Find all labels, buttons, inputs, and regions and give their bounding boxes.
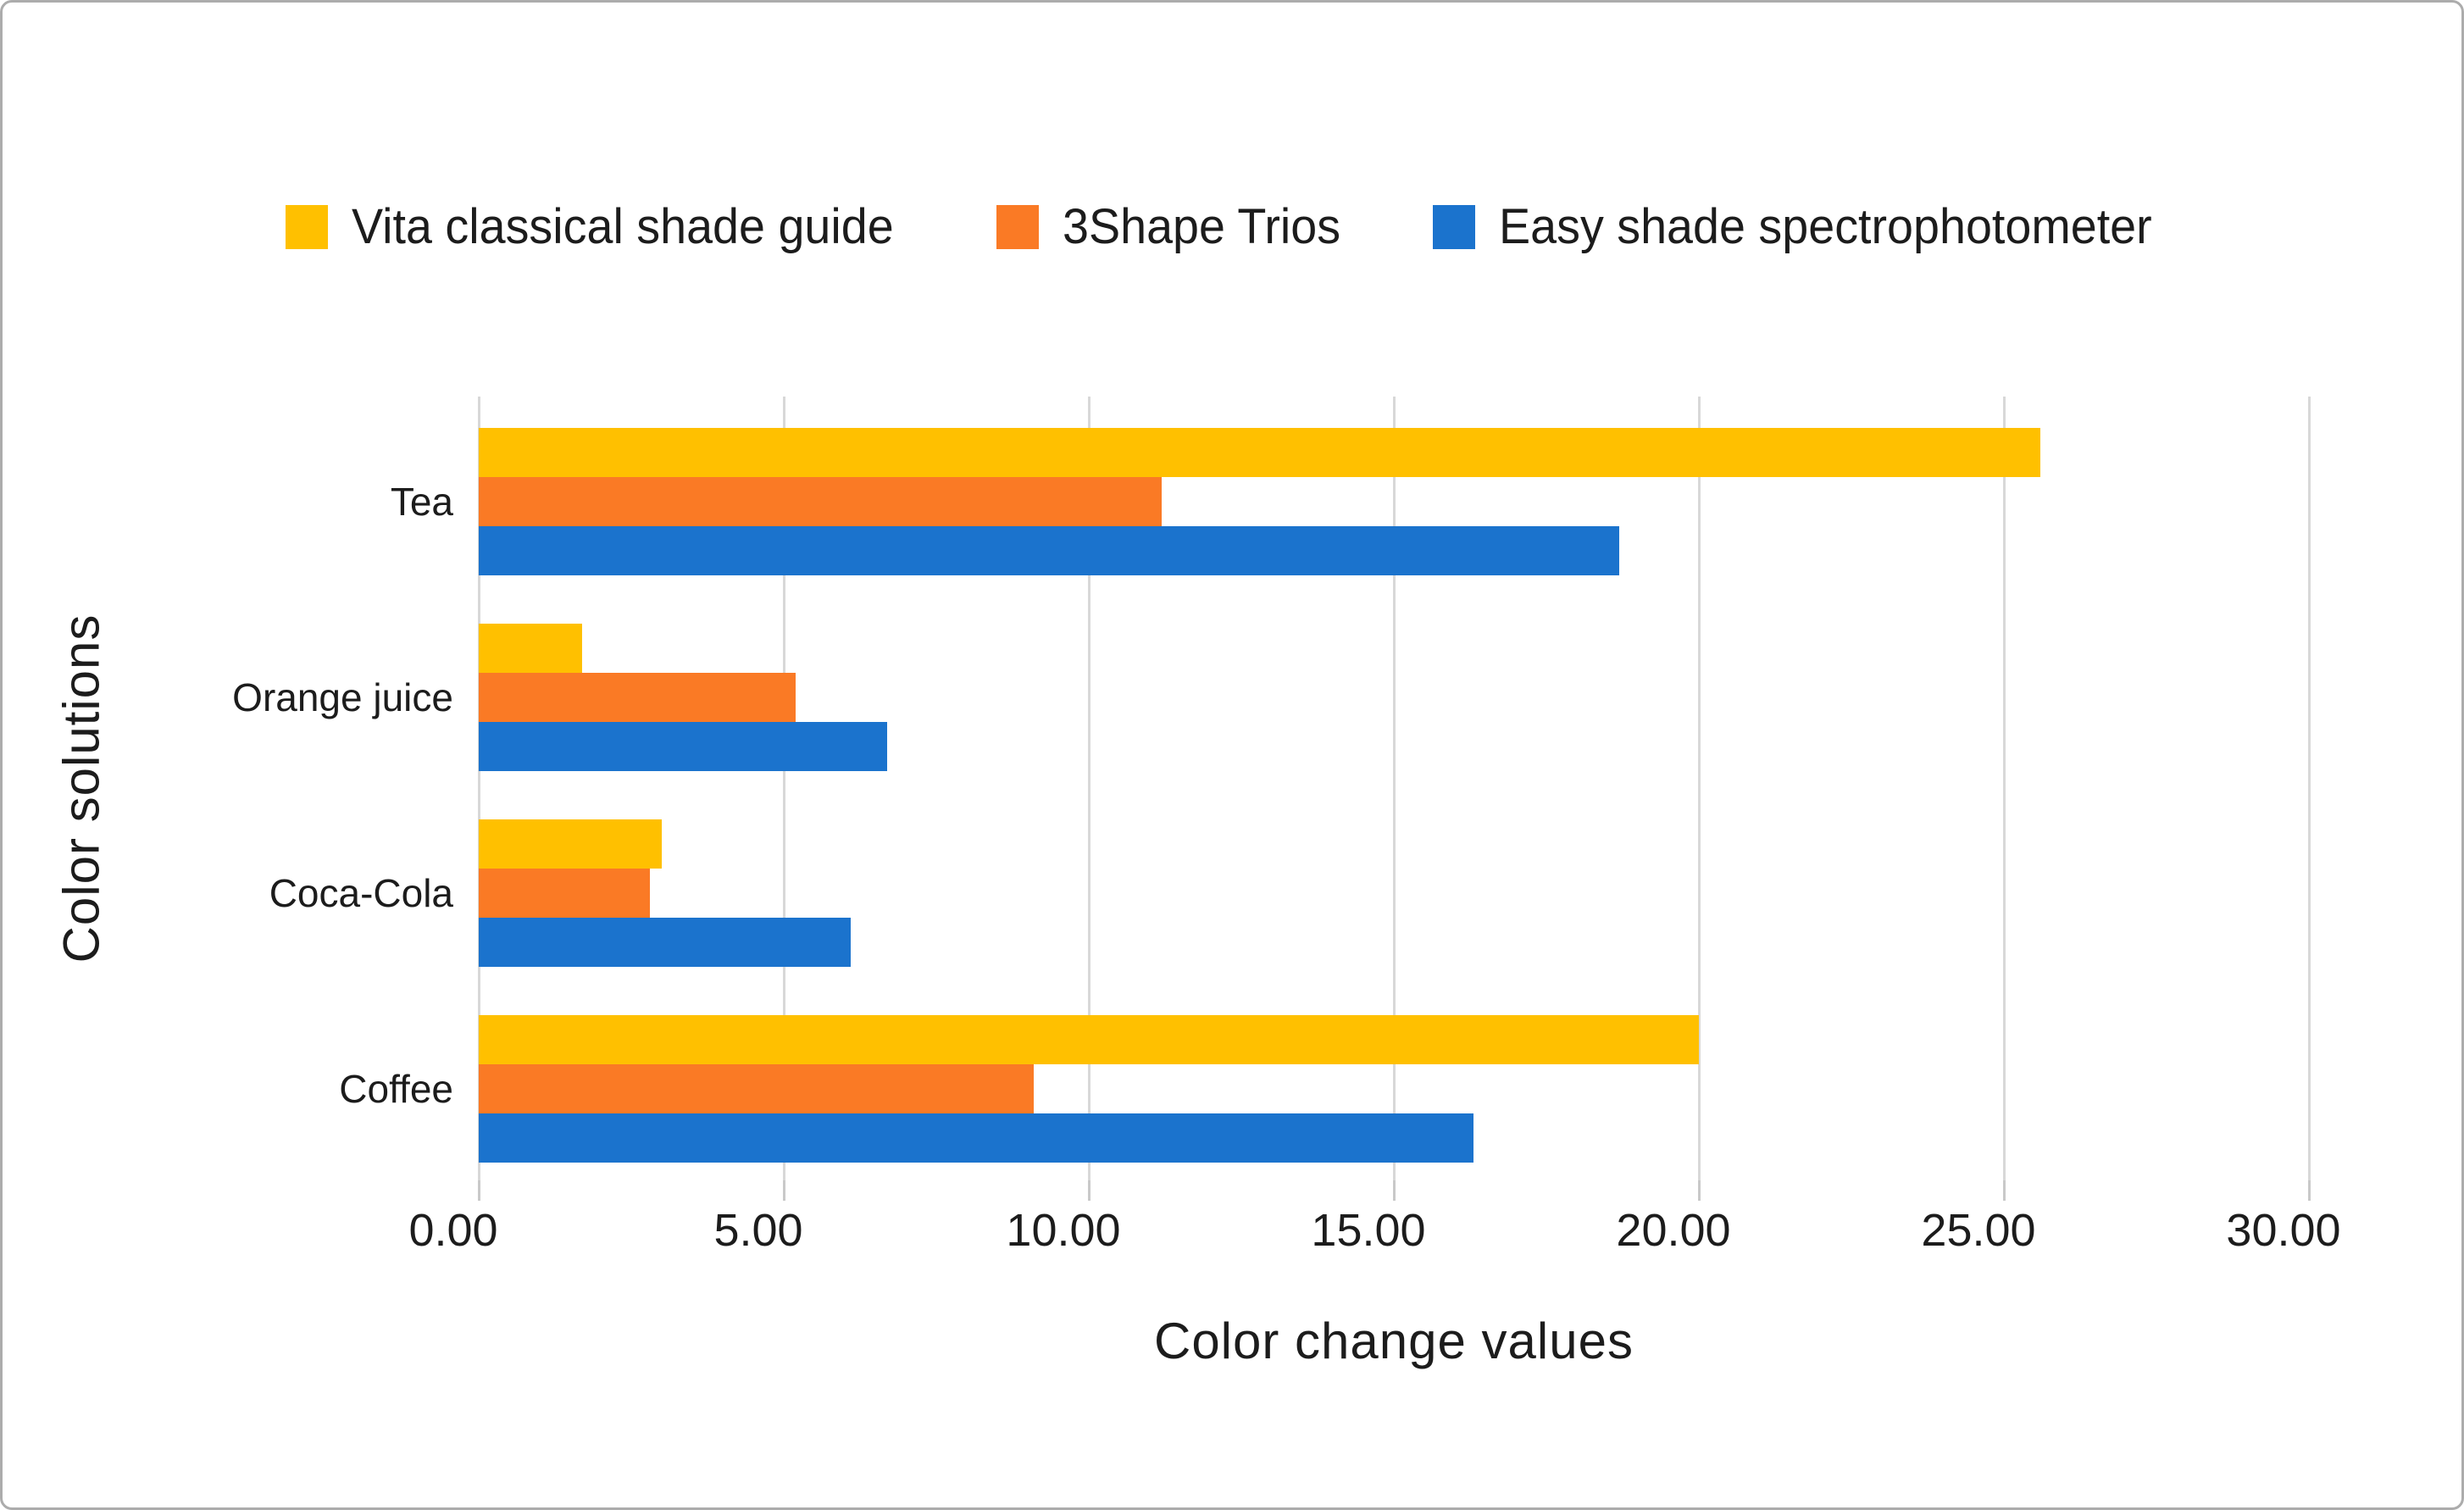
legend-item-easy-shade-spectrophotometer: Easy shade spectrophotometer — [1432, 199, 2179, 254]
axis-tick — [1392, 1180, 1396, 1201]
axis-tick — [2307, 1180, 2311, 1201]
bar-coca-cola-easy-shade-spectrophotometer — [479, 918, 852, 968]
axis-tick — [477, 1180, 480, 1201]
category-label-coffee: Coffee — [339, 1067, 453, 1112]
axis-tick — [1087, 1180, 1090, 1201]
axis-tick — [1697, 1180, 1701, 1201]
gridline — [1697, 397, 1701, 1180]
bar-coca-cola-vita-classical-shade-guide — [479, 819, 662, 869]
gridline — [2002, 397, 2006, 1180]
bar-tea-3shape-trios — [479, 476, 1163, 526]
gridline — [2307, 397, 2311, 1180]
axis-tick — [782, 1180, 785, 1201]
x-tick-label: 15.00 — [1311, 1205, 1426, 1256]
x-tick-label: 30.00 — [2226, 1205, 2341, 1256]
legend-label: 3Shape Trios — [1062, 199, 1341, 254]
legend-swatch-icon — [1432, 205, 1475, 249]
category-label-tea: Tea — [390, 479, 453, 524]
y-axis-title-container: Color solutions — [26, 397, 136, 1180]
x-tick-label: 20.00 — [1616, 1205, 1731, 1256]
gridline — [477, 397, 480, 1180]
legend-swatch-icon — [285, 205, 328, 249]
legend-swatch-icon — [996, 205, 1039, 249]
bar-coffee-easy-shade-spectrophotometer — [479, 1113, 1473, 1163]
x-axis-title: Color change values — [1153, 1313, 1634, 1369]
bar-tea-vita-classical-shade-guide — [479, 427, 2041, 477]
legend-item-3shape-trios: 3Shape Trios — [996, 203, 1352, 252]
legend-label: Easy shade spectrophotometer — [1498, 199, 2152, 254]
chart-legend: Vita classical shade guide 3Shape Trios Ea… — [3, 180, 2461, 274]
bar-coca-cola-3shape-trios — [479, 869, 650, 919]
category-label-coca-cola: Coca-Cola — [269, 871, 453, 916]
gridline — [782, 397, 785, 1180]
bar-orange-juice-easy-shade-spectrophotometer — [479, 721, 888, 771]
legend-label: Vita classical shade guide — [351, 199, 894, 254]
bar-tea-easy-shade-spectrophotometer — [479, 525, 1620, 575]
bar-orange-juice-3shape-trios — [479, 672, 796, 722]
x-tick-label: 0.00 — [408, 1205, 498, 1256]
gridline — [1087, 397, 1090, 1180]
category-label-orange-juice: Orange juice — [232, 675, 453, 719]
x-tick-label: 5.00 — [713, 1205, 803, 1256]
bar-orange-juice-vita-classical-shade-guide — [479, 623, 583, 673]
bar-coffee-vita-classical-shade-guide — [479, 1015, 1699, 1065]
axis-tick — [2002, 1180, 2006, 1201]
x-tick-label: 10.00 — [1006, 1205, 1121, 1256]
plot-area — [477, 397, 2311, 1201]
legend-item-vita-classical-shade-guide: Vita classical shade guide — [285, 199, 916, 254]
x-tick-label: 25.00 — [1921, 1205, 2036, 1256]
gridline — [1392, 397, 1396, 1180]
bar-coffee-3shape-trios — [479, 1064, 1035, 1114]
y-axis-title: Color solutions — [53, 613, 110, 963]
